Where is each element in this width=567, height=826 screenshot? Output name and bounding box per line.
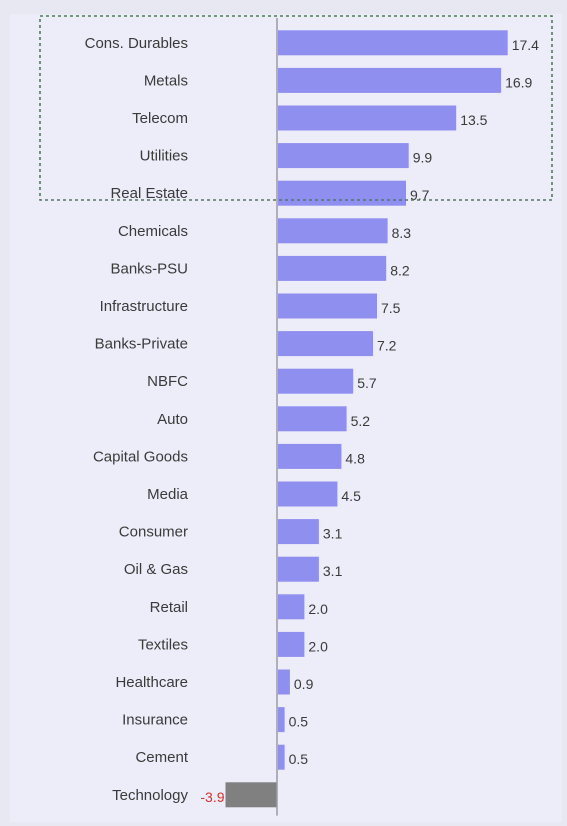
bar-retail [278, 594, 305, 620]
category-label-chemicals: Chemicals [118, 223, 188, 240]
value-label-healthcare: 0.9 [294, 676, 314, 692]
category-label-oil-and-gas: Oil & Gas [124, 561, 188, 578]
bar-textiles [278, 631, 305, 657]
category-label-healthcare: Healthcare [115, 674, 188, 691]
value-label-chemicals: 8.3 [392, 225, 412, 241]
bar-technology [225, 782, 277, 808]
category-label-cement: Cement [135, 749, 188, 766]
category-label-infrastructure: Infrastructure [100, 298, 188, 315]
category-labels-group: Cons. Durables Metals Telecom Utilities Real… [85, 35, 189, 804]
value-label-banks-psu: 8.2 [390, 262, 410, 278]
value-label-utilities: 9.9 [413, 150, 433, 166]
bar-oil-and-gas [278, 556, 319, 582]
value-label-insurance: 0.5 [289, 714, 309, 730]
category-label-technology: Technology [112, 787, 188, 804]
bar-insurance [278, 707, 285, 733]
value-label-consumer: 3.1 [323, 526, 343, 542]
bar-capital-goods [278, 443, 342, 469]
bar-auto [278, 406, 347, 432]
value-label-media: 4.5 [341, 488, 361, 504]
value-label-metals: 16.9 [505, 74, 532, 90]
value-label-auto: 5.2 [351, 413, 371, 429]
value-label-telecom: 13.5 [460, 112, 487, 128]
category-label-consumer: Consumer [119, 524, 188, 541]
bar-real-estate [278, 180, 406, 206]
value-label-cons-durables: 17.4 [512, 37, 539, 53]
category-label-nbfc: NBFC [147, 373, 188, 390]
bar-utilities [278, 143, 409, 169]
category-label-textiles: Textiles [138, 636, 188, 653]
category-label-banks-psu: Banks-PSU [110, 260, 188, 277]
category-label-banks-private: Banks-Private [95, 336, 188, 353]
category-label-media: Media [147, 486, 189, 503]
bar-healthcare [278, 669, 290, 695]
category-label-utilities: Utilities [140, 148, 188, 165]
bar-metals [278, 67, 502, 93]
value-labels-group: 17.416.913.59.99.78.38.27.57.25.75.24.84… [200, 37, 539, 805]
bars-group [225, 30, 508, 808]
bar-media [278, 481, 338, 507]
bar-cement [278, 744, 285, 770]
value-label-retail: 2.0 [308, 601, 328, 617]
value-label-technology: -3.9 [200, 789, 224, 805]
category-label-metals: Metals [144, 72, 188, 89]
category-label-auto: Auto [157, 411, 188, 428]
category-label-telecom: Telecom [132, 110, 188, 127]
bar-banks-private [278, 331, 373, 357]
value-label-textiles: 2.0 [308, 638, 328, 654]
value-label-banks-private: 7.2 [377, 338, 397, 354]
bar-telecom [278, 105, 457, 131]
bar-banks-psu [278, 255, 387, 281]
category-label-retail: Retail [150, 599, 188, 616]
value-label-infrastructure: 7.5 [381, 300, 401, 316]
category-label-real-estate: Real Estate [110, 185, 188, 202]
category-label-insurance: Insurance [122, 712, 188, 729]
bar-nbfc [278, 368, 354, 394]
value-label-nbfc: 5.7 [357, 375, 377, 391]
value-label-oil-and-gas: 3.1 [323, 563, 343, 579]
value-label-capital-goods: 4.8 [345, 450, 365, 466]
bar-chemicals [278, 218, 388, 244]
bar-cons-durables [278, 30, 508, 56]
value-label-cement: 0.5 [289, 751, 309, 767]
category-label-capital-goods: Capital Goods [93, 448, 188, 465]
bar-infrastructure [278, 293, 377, 319]
bar-consumer [278, 519, 319, 545]
category-label-cons-durables: Cons. Durables [85, 35, 188, 52]
